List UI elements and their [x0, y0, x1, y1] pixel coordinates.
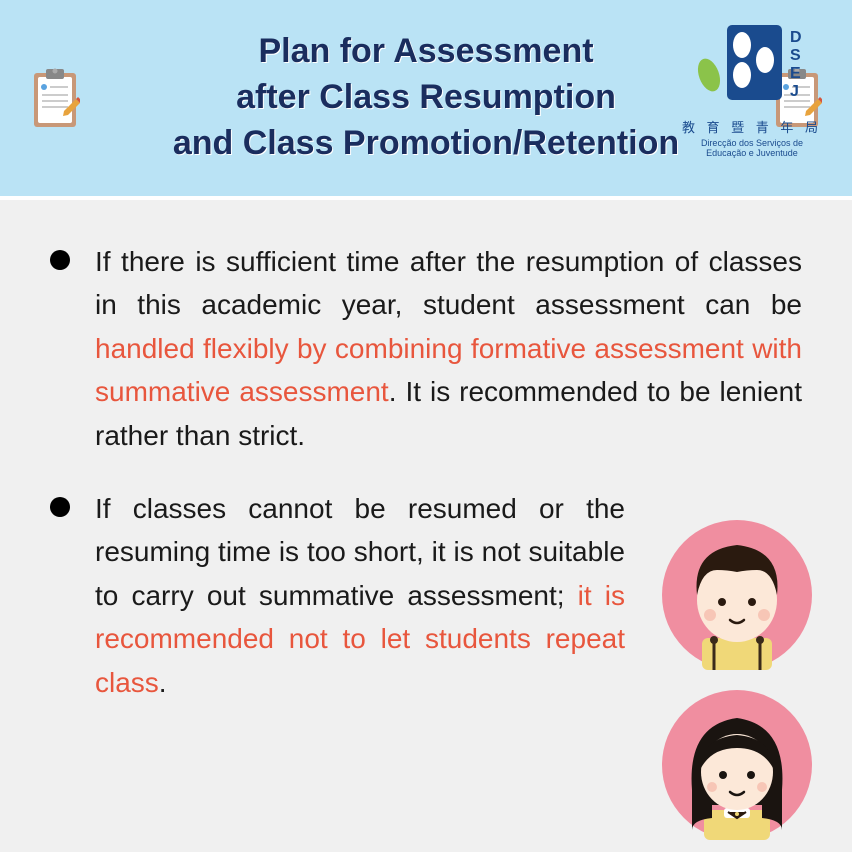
bullet-text-2: If classes cannot be resumed or the resu…: [95, 487, 625, 704]
title-line-2: after Class Resumption: [236, 78, 616, 116]
dsej-logo: D S E J 教 育 暨 青 年 局 Direcção dos Serviço…: [682, 20, 822, 158]
svg-text:S: S: [790, 47, 801, 64]
svg-text:D: D: [790, 29, 802, 46]
svg-text:E: E: [790, 65, 801, 82]
title-line-1: Plan for Assessment: [258, 32, 593, 70]
text-post: .: [159, 667, 167, 698]
svg-text:J: J: [790, 83, 799, 100]
logo-text-pt2: Educação e Juventude: [682, 148, 822, 158]
logo-text-cn: 教 育 暨 青 年 局: [682, 117, 822, 136]
text-pre: If there is sufficient time after the re…: [95, 246, 802, 320]
clipboard-icon: [30, 67, 80, 129]
page-title: Plan for Assessment after Class Resumpti…: [80, 29, 772, 167]
girl-avatar: [662, 690, 812, 840]
logo-icon: D S E J: [687, 20, 817, 110]
bullet-text-1: If there is sufficient time after the re…: [95, 240, 802, 457]
bullet-dot: [50, 497, 70, 517]
text-pre: If classes cannot be resumed or the resu…: [95, 493, 625, 611]
title-line-3: and Class Promotion/Retention: [173, 124, 679, 162]
bullet-dot: [50, 250, 70, 270]
bullet-item-1: If there is sufficient time after the re…: [50, 240, 802, 457]
boy-avatar: [662, 520, 812, 670]
header: Plan for Assessment after Class Resumpti…: [0, 0, 852, 200]
logo-text-pt1: Direcção dos Serviços de: [682, 138, 822, 148]
body-area: If there is sufficient time after the re…: [0, 200, 852, 852]
